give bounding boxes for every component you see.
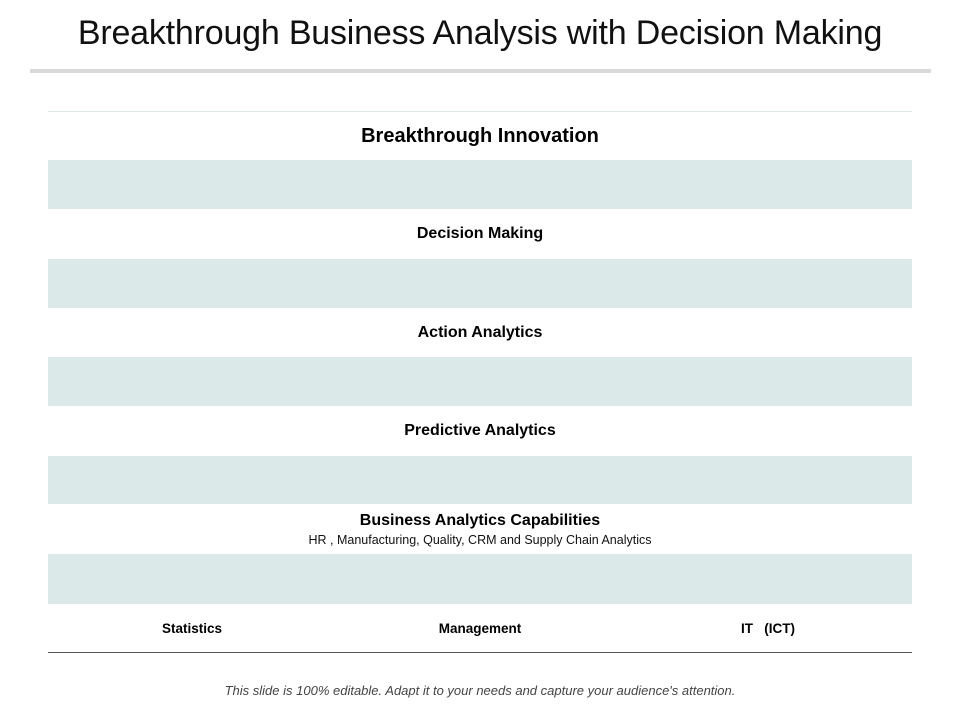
level-row-breakthrough-innovation: Breakthrough Innovation [48,111,912,160]
capabilities-row: Business Analytics Capabilities HR , Man… [48,504,912,554]
foundation-management: Management [438,620,522,636]
level-row-action-analytics: Action Analytics [48,308,912,357]
level-row-decision-making: Decision Making [48,209,912,259]
analysis-table: Breakthrough Innovation Decision Making … [48,111,912,653]
foundation-statistics: Statistics [161,620,223,636]
foundations-row: Statistics Management IT (ICT) [48,603,912,653]
capabilities-label: Business Analytics Capabilities [359,511,601,529]
spacer-band [48,554,912,603]
spacer-band [48,259,912,308]
title-underline [30,69,931,73]
capabilities-sublabel: HR , Manufacturing, Quality, CRM and Sup… [308,532,652,547]
spacer-band [48,357,912,406]
level-label: Action Analytics [417,323,543,341]
level-label: Decision Making [416,225,544,242]
level-row-predictive-analytics: Predictive Analytics [48,406,912,456]
level-label: Breakthrough Innovation [361,124,599,147]
slide-title: Breakthrough Business Analysis with Deci… [77,14,883,52]
level-label: Predictive Analytics [404,422,556,439]
footer-note: This slide is 100% editable. Adapt it to… [224,683,736,698]
foundation-it-ict: IT (ICT) [741,620,795,636]
spacer-band [48,456,912,504]
spacer-band [48,160,912,209]
